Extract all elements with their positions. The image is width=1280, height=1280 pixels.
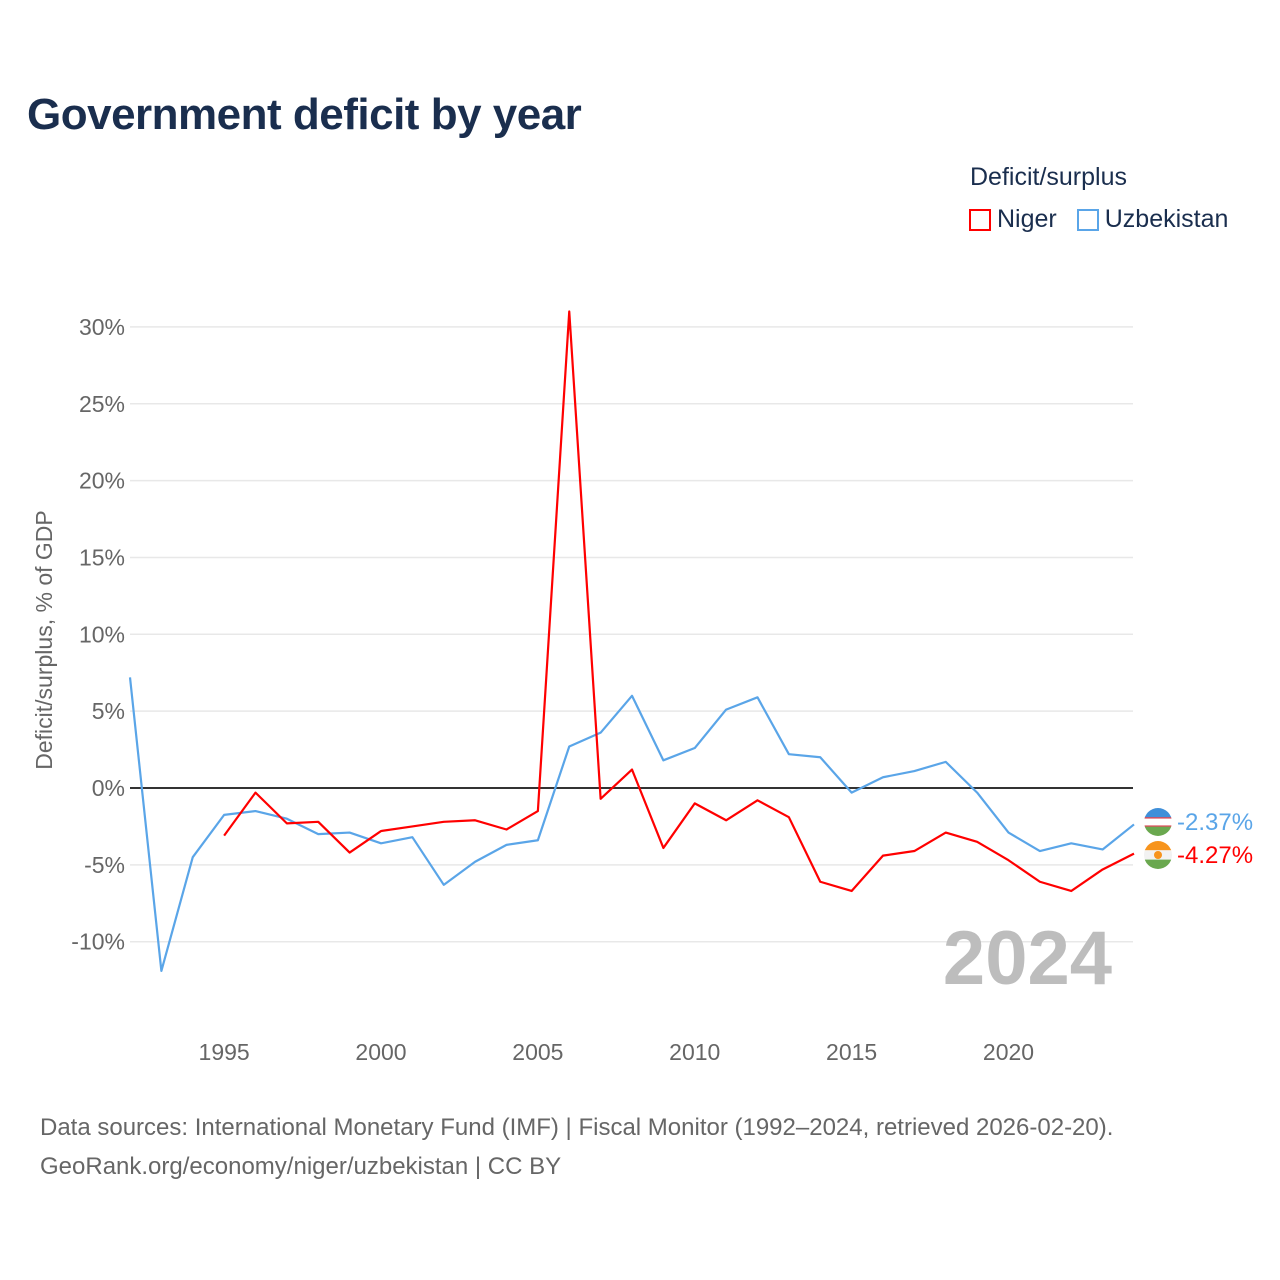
legend-item-uzbekistan[interactable]: Uzbekistan [1076, 205, 1229, 234]
year-watermark: 2024 [943, 916, 1112, 1001]
y-tick-label: 5% [92, 698, 125, 724]
x-tick-label: 1995 [199, 1039, 250, 1065]
flag-niger-icon [1144, 841, 1172, 869]
attribution: GeoRank.org/economy/niger/uzbekistan | C… [40, 1153, 562, 1180]
y-tick-label: 10% [79, 621, 125, 647]
legend-swatch-uzbekistan [1076, 208, 1099, 231]
legend-item-niger[interactable]: Niger [969, 205, 1057, 234]
flag-uzbekistan-icon [1144, 808, 1172, 836]
y-tick-label: 0% [92, 775, 125, 801]
legend-swatch-niger [969, 208, 991, 231]
y-tick-label: -5% [84, 852, 125, 878]
x-tick-label: 2000 [355, 1039, 406, 1065]
legend-label-niger: Niger [997, 205, 1057, 233]
series-line-niger [223, 310, 1135, 893]
y-tick-label: -10% [71, 929, 125, 955]
legend-title: Deficit/surplus [970, 163, 1127, 191]
footer: Data sources: International Monetary Fun… [40, 1108, 1113, 1186]
x-tick-label: 2020 [983, 1039, 1034, 1065]
legend-label-uzbekistan: Uzbekistan [1104, 205, 1229, 233]
x-tick-label: 2010 [669, 1039, 720, 1065]
end-label-niger: -4.27% [1177, 842, 1253, 869]
end-label-uzbekistan: -2.37% [1177, 809, 1253, 836]
y-tick-label: 30% [79, 314, 125, 340]
x-tick-label: 2015 [826, 1039, 877, 1065]
source-note: Data sources: International Monetary Fun… [40, 1114, 1114, 1141]
x-tick-label: 2005 [512, 1039, 563, 1065]
y-tick-label: 25% [79, 391, 125, 417]
y-tick-label: 20% [79, 468, 125, 494]
y-axis-label: Deficit/surplus, % of GDP [31, 510, 57, 769]
legend: Niger Uzbekistan [969, 205, 1228, 234]
y-tick-label: 15% [79, 544, 125, 570]
chart-title: Government deficit by year [27, 90, 582, 139]
